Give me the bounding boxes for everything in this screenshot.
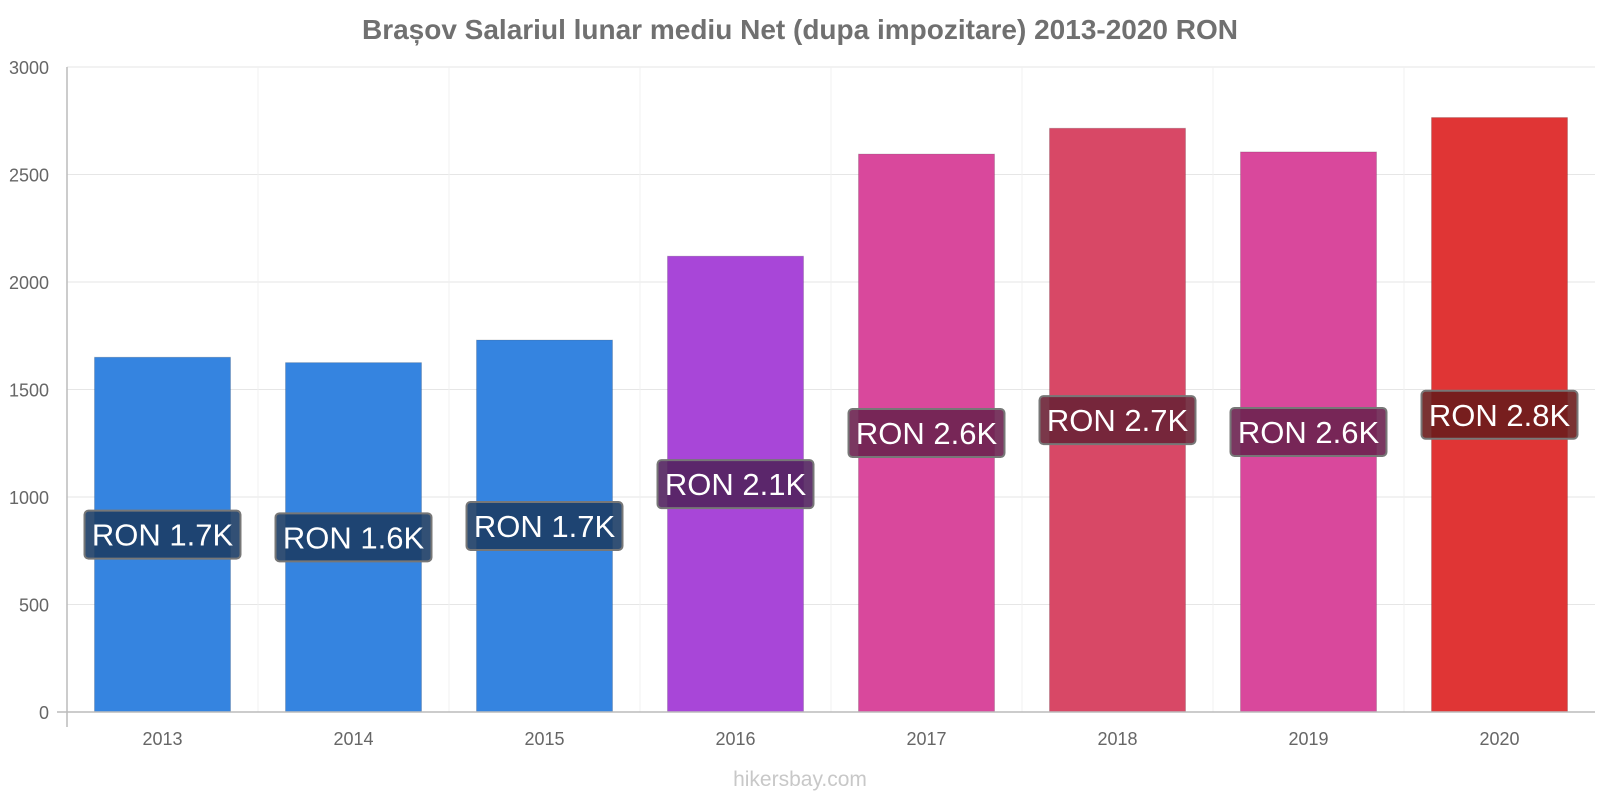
- data-label-box: [274, 512, 433, 563]
- data-label: RON 2.7K: [1047, 403, 1189, 438]
- data-label: RON 2.6K: [856, 416, 998, 451]
- x-tick-label: 2014: [333, 729, 373, 749]
- y-tick-label: 1500: [9, 381, 49, 401]
- data-label: RON 2.6K: [1238, 415, 1380, 450]
- data-label-box: [847, 408, 1006, 459]
- x-tick-label: 2013: [142, 729, 182, 749]
- data-label: RON 1.6K: [283, 520, 425, 555]
- y-tick-label: 0: [39, 703, 49, 723]
- x-tick-label: 2020: [1479, 729, 1519, 749]
- data-labels: RON 1.7K RON 1.6K RON 1.7K RON 2.1K RON 2.6K…: [83, 389, 1579, 563]
- x-tick-label: 2016: [715, 729, 755, 749]
- data-label: RON 1.7K: [92, 518, 234, 553]
- x-tick-label: 2017: [906, 729, 946, 749]
- data-label-box: [1038, 395, 1197, 446]
- y-tick-label: 2000: [9, 273, 49, 293]
- data-label-box: [1229, 406, 1388, 457]
- axes: 0 500 1000 1500 2000 2500 3000 2013 2014 2015 2016…: [9, 58, 1595, 749]
- y-tick-label: 2500: [9, 166, 49, 186]
- data-label: RON 1.7K: [474, 509, 616, 544]
- x-tick-label: 2018: [1097, 729, 1137, 749]
- y-tick-label: 1000: [9, 488, 49, 508]
- y-tick-label: 500: [19, 596, 49, 616]
- data-label: RON 2.1K: [665, 467, 807, 502]
- data-label-box: [465, 501, 624, 552]
- data-label-box: [83, 509, 242, 560]
- y-tick-label: 3000: [9, 58, 49, 78]
- x-tick-label: 2019: [1288, 729, 1328, 749]
- data-label: RON 2.8K: [1429, 398, 1571, 433]
- x-tick-label: 2015: [524, 729, 564, 749]
- chart-title: Brașov Salariul lunar mediu Net (dupa im…: [361, 14, 1239, 45]
- data-label-box: [656, 459, 815, 510]
- watermark: hikersbay.com: [733, 768, 867, 791]
- data-label-box: [1420, 389, 1579, 440]
